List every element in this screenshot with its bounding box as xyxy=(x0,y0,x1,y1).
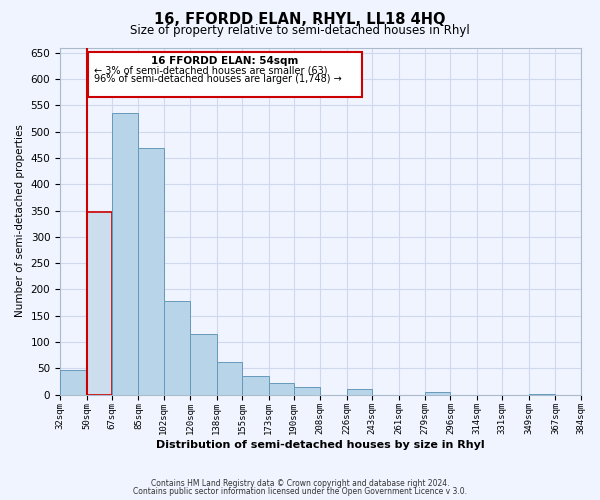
Bar xyxy=(112,113,139,394)
Bar xyxy=(164,301,190,394)
Y-axis label: Number of semi-detached properties: Number of semi-detached properties xyxy=(15,124,25,318)
Text: 16 FFORDD ELAN: 54sqm: 16 FFORDD ELAN: 54sqm xyxy=(151,56,299,66)
Bar xyxy=(217,362,242,394)
FancyBboxPatch shape xyxy=(88,52,362,98)
Bar xyxy=(269,383,293,394)
Bar xyxy=(242,376,269,394)
Bar xyxy=(139,148,164,394)
Bar xyxy=(190,334,217,394)
Text: 16, FFORDD ELAN, RHYL, LL18 4HQ: 16, FFORDD ELAN, RHYL, LL18 4HQ xyxy=(154,12,446,28)
X-axis label: Distribution of semi-detached houses by size in Rhyl: Distribution of semi-detached houses by … xyxy=(156,440,485,450)
Text: ← 3% of semi-detached houses are smaller (63): ← 3% of semi-detached houses are smaller… xyxy=(94,66,328,76)
Bar xyxy=(347,389,372,394)
Bar xyxy=(86,212,112,394)
Text: Contains HM Land Registry data © Crown copyright and database right 2024.: Contains HM Land Registry data © Crown c… xyxy=(151,478,449,488)
Text: 96% of semi-detached houses are larger (1,748) →: 96% of semi-detached houses are larger (… xyxy=(94,74,342,84)
Bar xyxy=(60,370,86,394)
Text: Size of property relative to semi-detached houses in Rhyl: Size of property relative to semi-detach… xyxy=(130,24,470,37)
Bar xyxy=(293,386,320,394)
Text: Contains public sector information licensed under the Open Government Licence v : Contains public sector information licen… xyxy=(133,487,467,496)
Bar xyxy=(425,392,451,394)
